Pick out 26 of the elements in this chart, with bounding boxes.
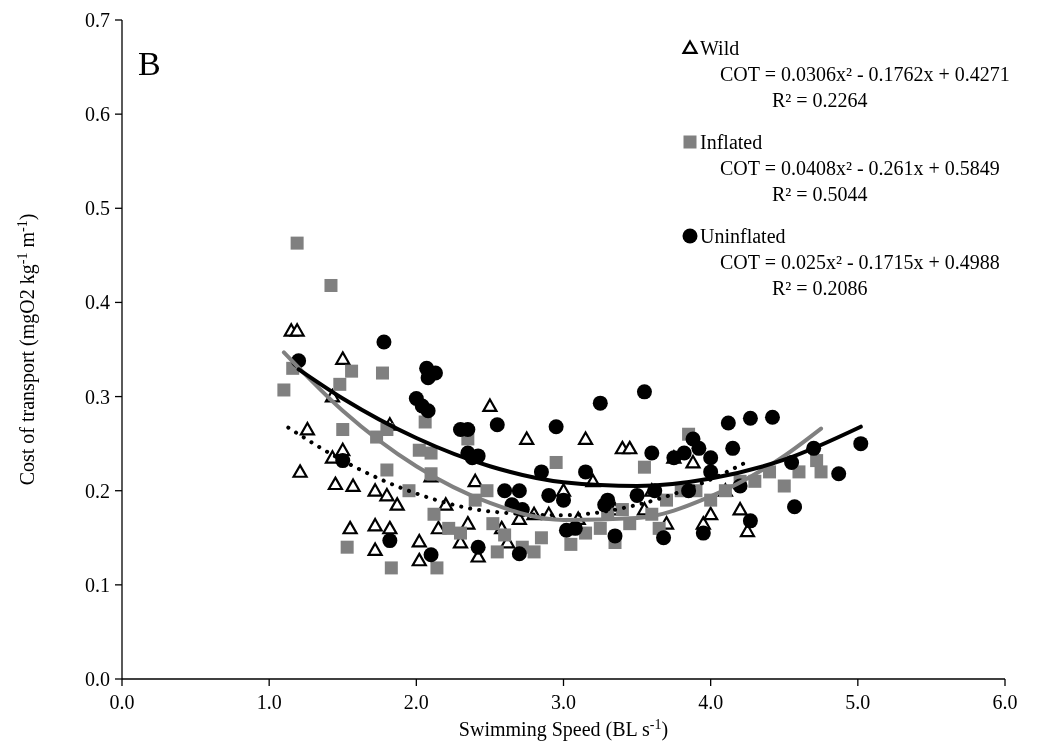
annotation: COT = 0.0408x² - 0.261x + 0.5849 [720, 157, 1000, 179]
x-tick-label: 5.0 [845, 691, 871, 713]
annotation: R² = 0.2264 [772, 89, 868, 111]
y-tick-label: 0.7 [85, 9, 110, 31]
y-tick-label: 0.4 [85, 291, 110, 314]
x-tick-label: 3.0 [551, 691, 576, 713]
y-tick-label: 0.5 [85, 197, 110, 220]
x-tick-label: 0.0 [109, 691, 135, 713]
x-tick-label: 1.0 [256, 691, 282, 713]
annotation: R² = 0.5044 [772, 183, 868, 205]
y-tick-label: 0.6 [85, 103, 110, 126]
x-tick-label: 2.0 [403, 691, 429, 713]
annotation: COT = 0.025x² - 0.1715x + 0.4988 [720, 251, 1000, 273]
legend-label: Uninflated [700, 225, 786, 247]
y-tick-label: 0.3 [85, 385, 110, 408]
annotation: R² = 0.2086 [772, 277, 868, 299]
x-tick-label: 6.0 [992, 691, 1018, 713]
legend-label: Wild [700, 37, 740, 59]
y-tick-label: 0.1 [85, 573, 110, 596]
x-axis-title: Swimming Speed (BL s$^{-1}$) [458, 716, 669, 741]
annotation: COT = 0.0306x² - 0.1762x + 0.4271 [720, 63, 1010, 85]
legend-label: Inflated [700, 131, 763, 153]
y-tick-label: 0.0 [85, 668, 110, 690]
text: B [138, 45, 161, 82]
x-tick-label: 4.0 [698, 691, 724, 713]
y-tick-label: 0.2 [85, 479, 110, 502]
